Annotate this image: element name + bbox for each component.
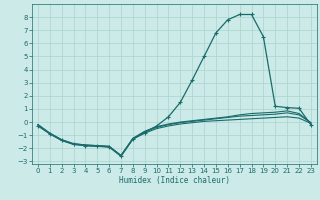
X-axis label: Humidex (Indice chaleur): Humidex (Indice chaleur): [119, 176, 230, 185]
